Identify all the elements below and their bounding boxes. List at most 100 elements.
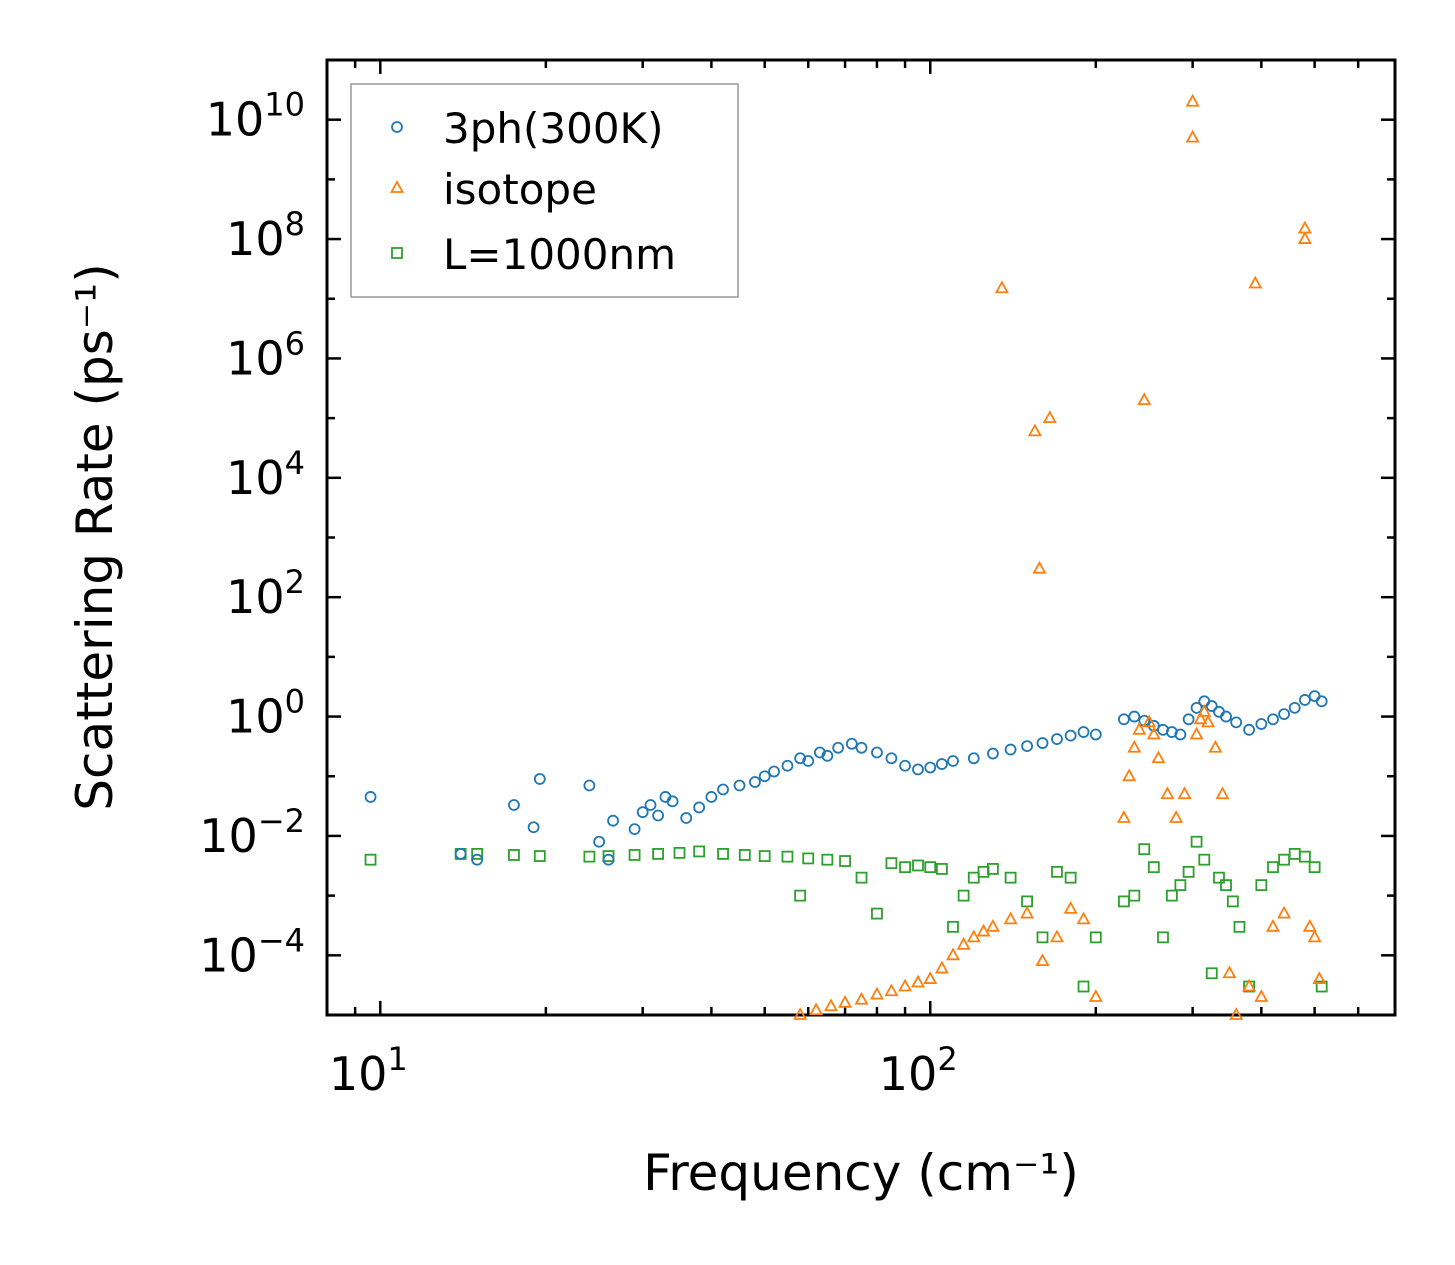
point-3ph <box>1165 726 1178 738</box>
point-boundary <box>1315 980 1328 993</box>
point-isotope <box>884 983 899 997</box>
point-3ph <box>987 747 999 760</box>
x-tick-label: 102 <box>879 1040 958 1101</box>
point-isotope <box>1142 714 1157 728</box>
point-3ph <box>1004 743 1017 756</box>
point-3ph <box>749 776 761 788</box>
point-isotope <box>1229 1007 1244 1020</box>
point-boundary <box>1182 865 1195 878</box>
legend-box <box>350 83 739 298</box>
point-boundary <box>802 852 815 865</box>
point-boundary <box>1064 871 1077 884</box>
point-boundary <box>1004 871 1017 884</box>
point-3ph <box>855 741 868 754</box>
point-3ph <box>813 746 826 759</box>
point-boundary <box>364 853 377 866</box>
point-isotope <box>823 998 839 1012</box>
point-isotope <box>1254 989 1269 1002</box>
point-isotope <box>945 947 961 961</box>
x-tick-label: 101 <box>329 1040 408 1101</box>
point-isotope <box>1042 410 1057 424</box>
point-3ph <box>1243 723 1255 736</box>
point-isotope <box>1063 900 1078 914</box>
point-boundary <box>1278 853 1291 866</box>
point-boundary <box>1198 853 1211 866</box>
point-isotope <box>1146 726 1161 740</box>
point-3ph <box>1036 737 1049 749</box>
point-boundary <box>738 849 751 861</box>
legend-markers <box>389 121 405 259</box>
point-boundary <box>1255 879 1268 892</box>
point-isotope <box>1215 786 1230 800</box>
point-3ph <box>935 758 948 770</box>
point-3ph <box>1278 708 1291 720</box>
point-3ph <box>1267 713 1279 726</box>
point-boundary <box>533 850 546 862</box>
point-boundary <box>1147 861 1160 874</box>
point-isotope <box>793 1007 808 1020</box>
point-isotope <box>854 991 869 1005</box>
point-boundary <box>1267 861 1279 874</box>
point-3ph <box>693 801 706 814</box>
point-isotope <box>1265 918 1281 932</box>
legend-marker-2 <box>391 247 403 259</box>
point-3ph <box>885 752 898 765</box>
point-3ph <box>644 799 657 811</box>
point-boundary <box>1233 920 1246 933</box>
point-isotope <box>1248 275 1263 289</box>
point-boundary <box>871 907 883 920</box>
point-boundary <box>1128 889 1141 902</box>
point-boundary <box>717 848 729 860</box>
point-boundary <box>1308 861 1321 874</box>
point-isotope <box>1032 560 1047 574</box>
point-isotope <box>923 971 938 984</box>
point-isotope <box>869 986 884 1000</box>
point-boundary <box>1089 931 1102 944</box>
point-isotope <box>1132 721 1147 735</box>
x-axis-label: Frequency (cm⁻¹) <box>643 1144 1079 1202</box>
point-boundary <box>935 863 948 875</box>
point-isotope <box>1307 929 1322 943</box>
point-boundary <box>855 871 868 884</box>
legend-label-boundary: L=1000nm <box>443 230 676 279</box>
point-isotope <box>1189 726 1204 740</box>
point-isotope <box>1201 714 1216 728</box>
point-boundary <box>602 850 615 862</box>
point-boundary <box>885 857 898 870</box>
point-3ph <box>845 737 858 750</box>
point-boundary <box>652 848 665 860</box>
point-isotope <box>994 280 1009 294</box>
point-3ph <box>1205 700 1218 712</box>
point-isotope <box>1035 953 1050 966</box>
point-3ph <box>666 795 679 808</box>
point-3ph <box>593 835 606 848</box>
point-boundary <box>1138 843 1151 856</box>
y-axis: 1010 108 106 104 102 100 10−2 10−4 <box>199 58 1395 1017</box>
point-3ph <box>1190 701 1203 714</box>
point-isotope <box>1197 703 1212 717</box>
y-tick-label: 106 <box>226 324 305 385</box>
point-boundary <box>1051 865 1063 878</box>
point-boundary <box>947 920 959 933</box>
point-isotope <box>838 994 853 1008</box>
point-3ph <box>1128 710 1141 723</box>
point-isotope <box>1185 129 1200 143</box>
series-boundary <box>364 835 1328 993</box>
point-isotope <box>1003 911 1018 925</box>
point-boundary <box>1174 879 1187 892</box>
series-3ph <box>364 690 1328 866</box>
point-boundary <box>839 855 851 867</box>
point-3ph <box>967 752 980 765</box>
point-isotope <box>1193 711 1208 725</box>
point-3ph <box>1298 694 1311 706</box>
point-boundary <box>1213 871 1225 884</box>
point-isotope <box>1127 739 1142 753</box>
legend-label-isotope: isotope <box>443 165 597 214</box>
point-boundary <box>673 846 686 859</box>
point-3ph <box>768 765 780 778</box>
point-3ph <box>802 755 815 767</box>
point-isotope <box>1302 918 1317 932</box>
point-boundary <box>957 889 970 902</box>
series-isotope <box>793 93 1327 1020</box>
point-boundary <box>794 889 807 902</box>
